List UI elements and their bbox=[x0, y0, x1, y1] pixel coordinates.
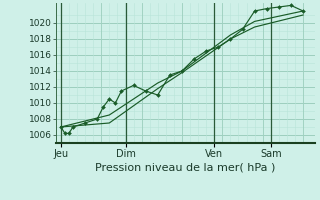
X-axis label: Pression niveau de la mer( hPa ): Pression niveau de la mer( hPa ) bbox=[95, 163, 276, 173]
